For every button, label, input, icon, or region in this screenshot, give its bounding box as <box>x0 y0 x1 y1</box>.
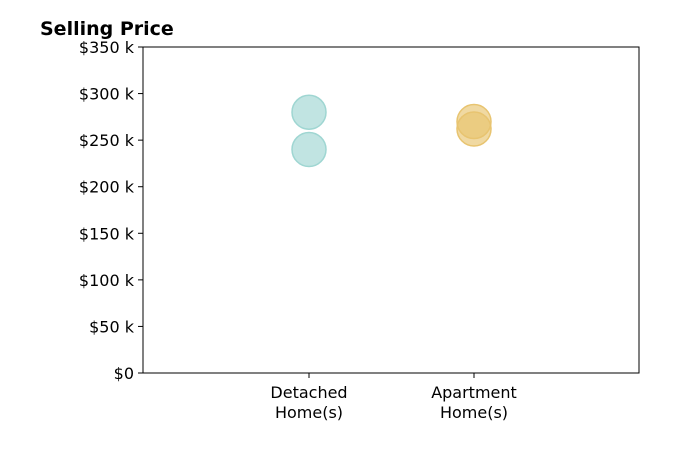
y-tick-label: $50 k <box>89 317 135 336</box>
data-point <box>456 111 492 147</box>
data-point <box>291 94 327 130</box>
x-category-label: Apartment <box>431 383 517 402</box>
data-points <box>291 94 492 168</box>
y-tick-label: $0 <box>114 364 134 383</box>
plot-area-frame <box>142 46 640 374</box>
chart-title: Selling Price <box>40 18 174 40</box>
x-category-label: Detached <box>270 383 347 402</box>
x-category-label: Home(s) <box>275 403 343 422</box>
data-point <box>291 131 327 168</box>
x-category-label: Home(s) <box>440 403 508 422</box>
y-tick-label: $350 k <box>79 38 135 57</box>
y-axis: $0 $50 k $100 k $150 k $200 k $250 k $300 k $35… <box>79 38 143 383</box>
y-tick-label: $200 k <box>79 178 135 197</box>
y-tick-label: $100 k <box>79 271 135 290</box>
y-tick-label: $150 k <box>79 224 135 243</box>
y-tick-label: $300 k <box>79 85 135 104</box>
y-tick-label: $250 k <box>79 131 135 150</box>
